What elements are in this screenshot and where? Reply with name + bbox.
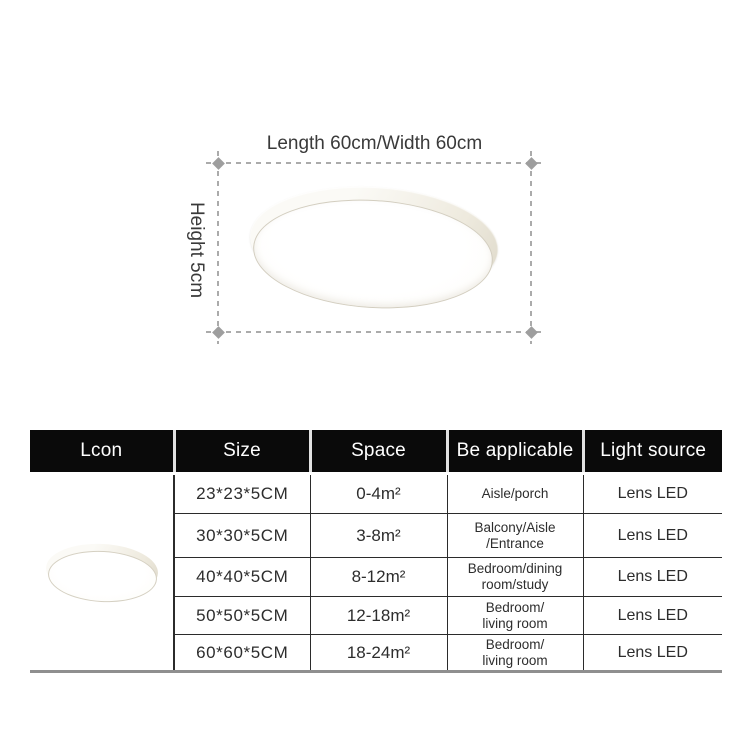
light-source-cell: Lens LED bbox=[582, 473, 722, 514]
applicable-cell: Aisle/porch bbox=[446, 473, 583, 514]
length-width-label: Length 60cm/Width 60cm bbox=[266, 133, 483, 154]
space-cell: 12-18m² bbox=[309, 596, 447, 635]
applicable-cell: Bedroom/dining room/study bbox=[446, 557, 583, 597]
applicable-cell: Bedroom/ living room bbox=[446, 596, 583, 635]
table-header-row: Lcon Size Space Be applicable Light sour… bbox=[30, 430, 722, 475]
applicable-line: living room bbox=[482, 652, 548, 668]
icon-cell bbox=[30, 473, 174, 673]
col-header-space: Space bbox=[308, 430, 447, 475]
size-cell: 50*50*5CM bbox=[173, 596, 310, 635]
corner-marker bbox=[212, 326, 225, 339]
col-header-icon: Lcon bbox=[30, 430, 174, 475]
applicable-line: Bedroom/ bbox=[485, 636, 545, 652]
col-header-applicable: Be applicable bbox=[445, 430, 583, 475]
light-source-cell: Lens LED bbox=[582, 557, 722, 597]
light-source-cell: Lens LED bbox=[582, 596, 722, 635]
dimension-box-top-line bbox=[206, 162, 543, 164]
applicable-line: Balcony/Aisle bbox=[474, 519, 556, 535]
size-cell: 30*30*5CM bbox=[173, 513, 310, 558]
corner-marker bbox=[525, 157, 538, 170]
applicable-cell: Balcony/Aisle /Entrance bbox=[446, 513, 583, 558]
dimension-box-right-line bbox=[530, 151, 532, 344]
dimension-box-left-line bbox=[217, 151, 219, 344]
ceiling-lamp-image bbox=[246, 179, 502, 316]
table-row: 60*60*5CM 18-24m² Bedroom/ living room L… bbox=[30, 634, 722, 673]
applicable-line: room/study bbox=[481, 577, 549, 592]
col-header-light-source: Light source bbox=[581, 430, 722, 475]
table-row: 50*50*5CM 12-18m² Bedroom/ living room L… bbox=[30, 596, 722, 635]
corner-marker bbox=[525, 326, 538, 339]
light-source-cell: Lens LED bbox=[582, 634, 722, 673]
space-cell: 3-8m² bbox=[309, 513, 447, 558]
corner-marker bbox=[212, 157, 225, 170]
table-row: 23*23*5CM 0-4m² Aisle/porch Lens LED bbox=[30, 473, 722, 673]
space-cell: 18-24m² bbox=[309, 634, 447, 673]
size-cell: 23*23*5CM bbox=[173, 473, 310, 514]
height-label: Height 5cm bbox=[186, 201, 207, 299]
table-row: 30*30*5CM 3-8m² Balcony/Aisle /Entrance … bbox=[30, 513, 722, 558]
applicable-line: /Entrance bbox=[486, 535, 544, 551]
applicable-line: Aisle/porch bbox=[481, 486, 549, 502]
light-source-cell: Lens LED bbox=[582, 513, 722, 558]
applicable-line: Bedroom/ bbox=[485, 599, 545, 615]
space-cell: 8-12m² bbox=[309, 557, 447, 597]
size-cell: 40*40*5CM bbox=[173, 557, 310, 597]
table-row: 40*40*5CM 8-12m² Bedroom/dining room/stu… bbox=[30, 557, 722, 597]
applicable-cell: Bedroom/ living room bbox=[446, 634, 583, 673]
spec-table: Lcon Size Space Be applicable Light sour… bbox=[30, 430, 722, 673]
col-header-size: Size bbox=[172, 430, 310, 475]
dimension-box-bottom-line bbox=[206, 331, 543, 333]
applicable-line: Bedroom/dining bbox=[467, 561, 563, 577]
size-cell: 60*60*5CM bbox=[173, 634, 310, 673]
applicable-line: living room bbox=[482, 615, 548, 631]
ceiling-lamp-icon bbox=[44, 540, 160, 605]
space-cell: 0-4m² bbox=[309, 473, 447, 514]
